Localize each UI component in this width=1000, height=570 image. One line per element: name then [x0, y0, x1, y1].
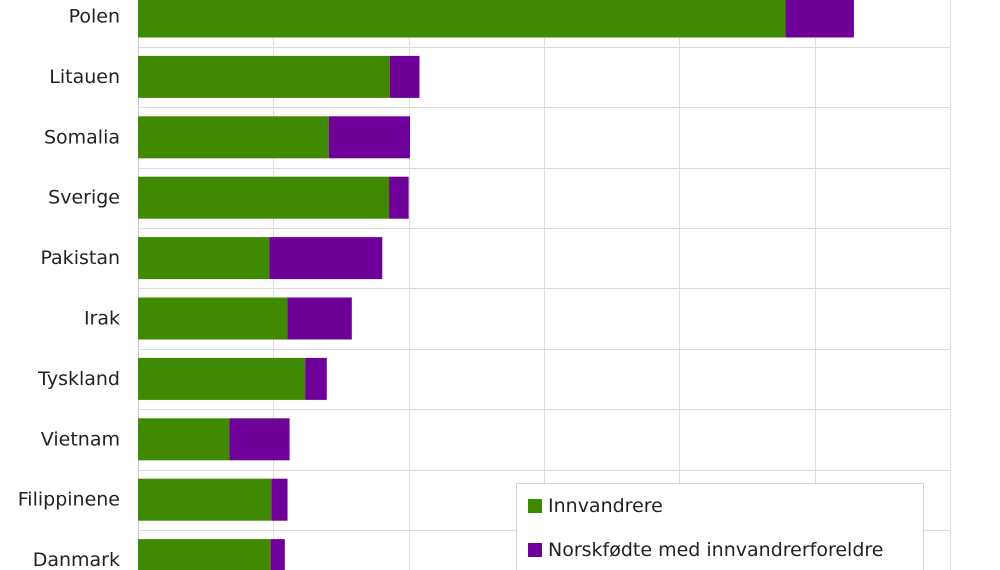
category-label: Litauen	[49, 66, 120, 88]
category-labels: Polen Litauen Somalia Sverige Pakistan Irak Ty…	[18, 6, 120, 570]
bar-innvandrere-pakistan	[138, 237, 270, 280]
bar-innvandrere-vietnam	[138, 418, 230, 461]
bar-innvandrere-filippinene	[138, 478, 272, 521]
bar-innvandrere-tyskland	[138, 357, 306, 400]
legend-label: Innvandrere	[548, 495, 663, 517]
category-label: Irak	[84, 308, 120, 330]
bar-innvandrere-sverige	[138, 176, 390, 219]
legend-label: Norskfødte med innvandrerforeldre	[548, 539, 883, 561]
bar-norskfodte-vietnam	[229, 418, 290, 461]
category-label: Pakistan	[40, 247, 120, 269]
gridlines	[138, 0, 951, 570]
category-label: Danmark	[33, 549, 120, 570]
category-label: Filippinene	[18, 489, 120, 511]
bar-norskfodte-irak	[287, 297, 352, 340]
category-label: Tyskland	[37, 368, 120, 390]
category-label: Somalia	[44, 126, 120, 148]
legend-swatch	[528, 499, 542, 513]
legend: Innvandrere Norskfødte med innvandrerfore…	[516, 483, 924, 570]
category-label: Sverige	[48, 187, 120, 209]
bar-norskfodte-pakistan	[269, 237, 383, 280]
category-label: Polen	[69, 6, 120, 28]
bar-innvandrere-danmark	[138, 539, 271, 570]
bar-norskfodte-somalia	[328, 116, 411, 159]
bar-norskfodte-filippinene	[271, 478, 288, 521]
bars	[138, 0, 854, 570]
bar-norskfodte-sverige	[389, 176, 409, 219]
bar-norskfodte-tyskland	[305, 357, 327, 400]
bar-innvandrere-irak	[138, 297, 288, 340]
bar-innvandrere-polen	[138, 0, 786, 38]
legend-swatch	[528, 543, 542, 557]
bar-norskfodte-litauen	[389, 55, 420, 98]
bar-norskfodte-danmark	[270, 539, 285, 570]
bar-innvandrere-somalia	[138, 116, 329, 159]
bar-innvandrere-litauen	[138, 55, 390, 98]
legend-box	[516, 483, 924, 570]
bar-norskfodte-polen	[785, 0, 854, 38]
category-label: Vietnam	[41, 428, 120, 450]
